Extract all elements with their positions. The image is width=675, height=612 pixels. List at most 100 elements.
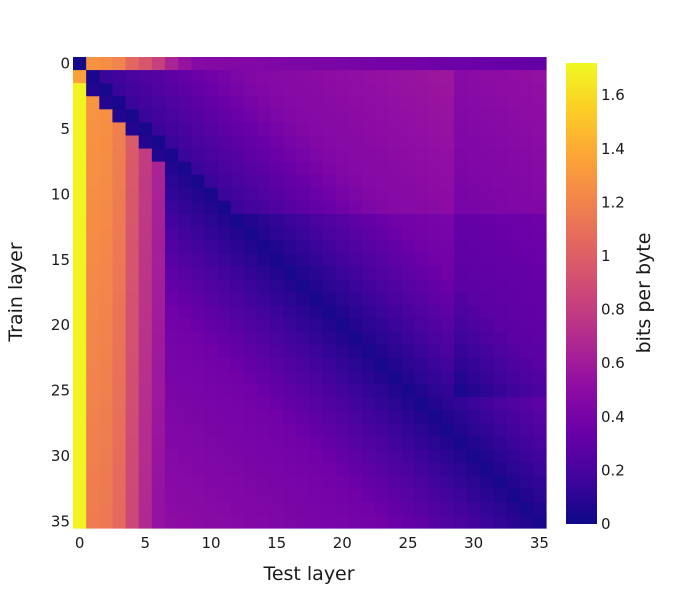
heatmap-cell xyxy=(322,475,337,490)
heatmap-cell xyxy=(362,384,376,398)
heatmap-cell xyxy=(401,462,416,477)
heatmap-cell xyxy=(112,174,127,189)
heatmap-cell xyxy=(309,397,324,411)
heatmap-cell xyxy=(348,200,363,215)
heatmap-cell xyxy=(283,514,297,529)
heatmap-cell xyxy=(467,240,481,254)
heatmap-cell xyxy=(532,410,547,424)
heatmap-cell xyxy=(296,279,311,294)
heatmap-cell xyxy=(138,305,153,320)
heatmap-cell xyxy=(73,436,87,451)
heatmap-cell xyxy=(86,109,100,124)
heatmap-cell xyxy=(454,501,468,516)
heatmap-cell xyxy=(506,187,521,202)
heatmap-cell xyxy=(375,318,389,333)
heatmap-cell xyxy=(86,436,100,451)
heatmap-cell xyxy=(480,279,495,294)
heatmap-cell xyxy=(440,161,455,176)
heatmap-cell xyxy=(73,240,87,254)
heatmap-cell xyxy=(335,331,350,346)
heatmap-cell xyxy=(454,318,468,333)
heatmap-cell xyxy=(362,449,376,464)
heatmap-cell xyxy=(375,83,389,97)
heatmap-cell xyxy=(270,475,284,490)
heatmap-cell xyxy=(335,318,350,333)
heatmap-cell xyxy=(191,318,205,333)
x-axis-title: Test layer xyxy=(262,563,354,585)
heatmap-cell xyxy=(375,161,389,176)
heatmap-cell xyxy=(270,253,284,267)
heatmap-cell xyxy=(335,475,350,490)
heatmap-cell xyxy=(99,240,114,254)
heatmap-cell xyxy=(86,96,100,110)
heatmap-cell xyxy=(532,384,547,398)
heatmap-cell xyxy=(164,318,179,333)
heatmap-cell xyxy=(493,501,508,516)
heatmap-cell xyxy=(532,240,547,254)
heatmap-cell xyxy=(112,436,127,451)
heatmap-cell xyxy=(467,122,481,137)
heatmap-cell xyxy=(270,227,284,241)
heatmap-cell xyxy=(467,161,481,176)
heatmap-cell xyxy=(243,371,258,385)
heatmap-cell xyxy=(270,384,284,398)
heatmap-cell xyxy=(427,161,442,176)
heatmap-cell xyxy=(375,488,389,503)
heatmap-cell xyxy=(99,318,114,333)
heatmap-cell xyxy=(125,214,140,228)
heatmap-cell xyxy=(493,410,508,424)
heatmap-cell xyxy=(480,371,495,385)
heatmap-cell xyxy=(362,331,376,346)
heatmap-cell xyxy=(256,475,271,490)
heatmap-cell xyxy=(270,436,284,451)
heatmap-cell xyxy=(401,200,416,215)
heatmap-cell xyxy=(125,436,140,451)
heatmap-cell xyxy=(335,109,350,124)
heatmap-cell xyxy=(256,83,271,97)
heatmap-cell xyxy=(440,475,455,490)
heatmap-cell xyxy=(440,200,455,215)
heatmap-cell xyxy=(532,135,547,150)
heatmap-cell xyxy=(362,279,376,294)
heatmap-cell xyxy=(454,410,468,424)
heatmap-cell xyxy=(454,436,468,451)
heatmap-cell xyxy=(270,514,284,529)
heatmap-cell xyxy=(86,514,100,529)
heatmap-cell xyxy=(125,305,140,320)
heatmap-cell xyxy=(73,371,87,385)
heatmap-cell xyxy=(414,83,429,97)
heatmap-cell xyxy=(388,253,403,267)
y-axis-title: Train layer xyxy=(5,242,27,342)
heatmap-cell xyxy=(270,318,284,333)
heatmap-cell xyxy=(414,279,429,294)
heatmap-cell xyxy=(164,384,179,398)
heatmap-cell xyxy=(112,449,127,464)
heatmap-cell xyxy=(138,57,153,71)
heatmap-cell xyxy=(125,266,140,281)
heatmap-cell xyxy=(348,214,363,228)
heatmap-cell xyxy=(427,135,442,150)
heatmap-cell xyxy=(99,344,114,359)
heatmap-cell xyxy=(506,371,521,385)
heatmap-cell xyxy=(99,96,114,110)
heatmap-cell xyxy=(243,357,258,372)
heatmap-cell xyxy=(283,371,297,385)
heatmap-cell xyxy=(191,57,205,71)
heatmap-cell xyxy=(322,371,337,385)
heatmap-cell xyxy=(164,148,179,163)
heatmap-cell xyxy=(532,371,547,385)
heatmap-cell xyxy=(388,514,403,529)
heatmap-cell xyxy=(493,292,508,307)
heatmap-cell xyxy=(362,96,376,110)
heatmap-cell xyxy=(427,227,442,241)
heatmap-cell xyxy=(138,227,153,241)
heatmap-cell xyxy=(309,122,324,137)
heatmap-cell xyxy=(73,174,87,189)
heatmap-cell xyxy=(178,227,192,241)
heatmap-cell xyxy=(296,135,311,150)
heatmap-cell xyxy=(467,70,481,84)
heatmap-cell xyxy=(388,96,403,110)
heatmap-cell xyxy=(454,148,468,163)
colorbar-tick-label: 0.2 xyxy=(601,461,625,479)
heatmap-cell xyxy=(309,70,324,84)
